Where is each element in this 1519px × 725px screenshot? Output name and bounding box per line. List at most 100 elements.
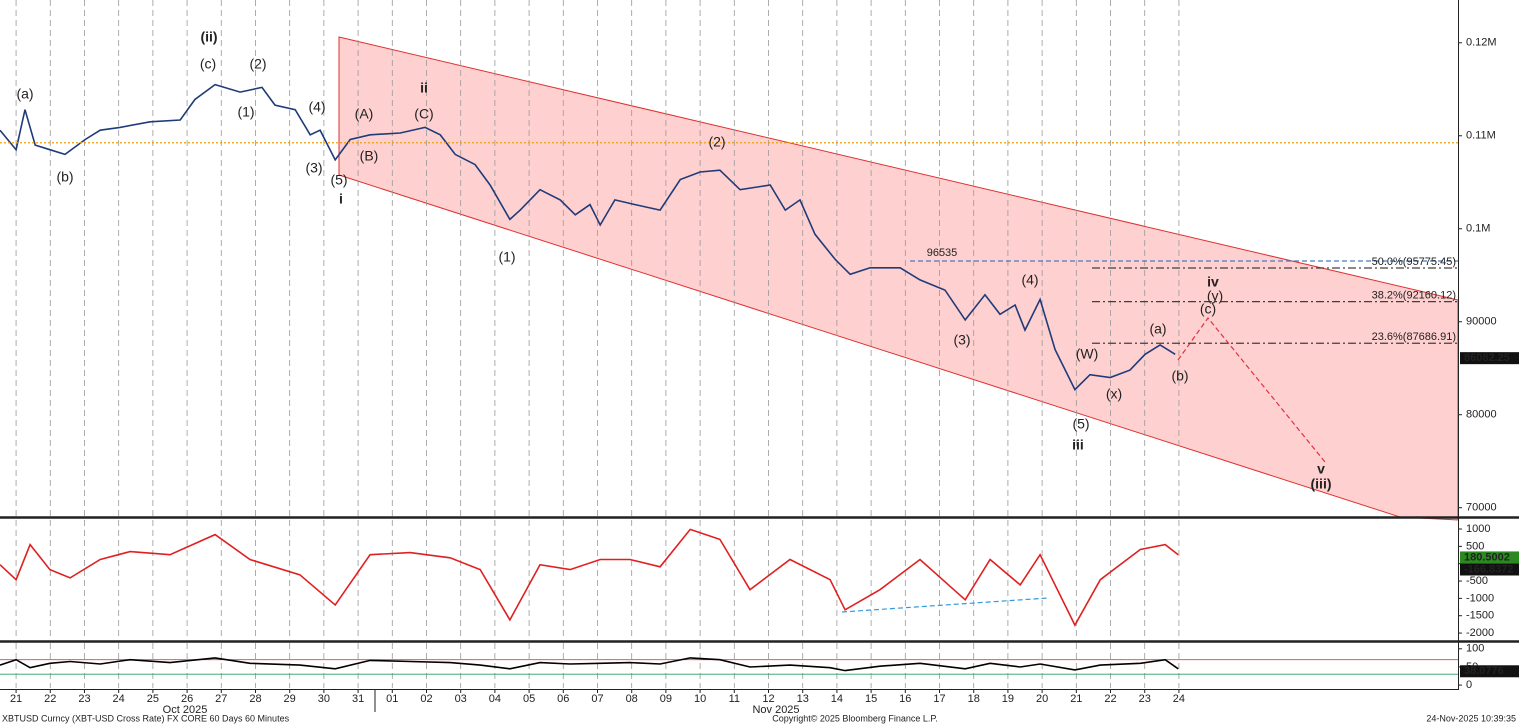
- wave-label: (a): [16, 86, 33, 102]
- x-tick-label: 26: [181, 693, 193, 705]
- x-tick-label: 20: [1036, 693, 1048, 705]
- y-tick-label: 70000: [1466, 502, 1497, 514]
- y-tick-label: -1500: [1466, 610, 1494, 622]
- x-tick-label: 23: [1139, 693, 1151, 705]
- x-tick-label: 23: [78, 693, 90, 705]
- x-tick-label: 24: [113, 693, 125, 705]
- wave-label: (ii): [200, 29, 217, 45]
- wave-label: (W): [1076, 346, 1099, 362]
- x-tick-label: 14: [831, 693, 843, 705]
- wave-label: (5): [330, 172, 347, 188]
- x-tick-label: 30: [318, 693, 330, 705]
- wave-label: iii: [1072, 437, 1084, 453]
- wave-label: (4): [308, 99, 325, 115]
- x-tick-label: 25: [147, 693, 159, 705]
- y-tick-label: 0.1M: [1466, 223, 1490, 235]
- x-tick-label: 13: [797, 693, 809, 705]
- x-tick-label: 10: [694, 693, 706, 705]
- channel: [338, 36, 1459, 521]
- last-value-box: [1460, 563, 1519, 576]
- x-tick-label: 07: [591, 693, 603, 705]
- wave-label: (c): [1200, 301, 1216, 317]
- y-tick-label: -1000: [1466, 592, 1494, 604]
- wave-label: (B): [360, 148, 379, 164]
- last-value-box: [1460, 352, 1519, 365]
- wave-label: (1): [237, 104, 254, 120]
- last-value-label: 38.0776: [1464, 665, 1504, 677]
- x-tick-label: 24: [1173, 693, 1185, 705]
- source: XBTUSD Curncy (XBT-USD Cross Rate) FX CO…: [2, 713, 290, 723]
- x-tick-label: 09: [660, 693, 672, 705]
- y-tick-label: -500: [1466, 575, 1488, 587]
- x-tick-label: 22: [44, 693, 56, 705]
- level-label: 23.6%(87686.91): [1372, 331, 1456, 343]
- x-tick-label: 18: [968, 693, 980, 705]
- wave-label: v: [1317, 461, 1325, 477]
- x-tick-label: 29: [284, 693, 296, 705]
- x-tick-label: 03: [455, 693, 467, 705]
- level-label: 50.0%(95775.45): [1372, 256, 1456, 268]
- wave-label: i: [339, 191, 343, 207]
- x-tick-label: 06: [557, 693, 569, 705]
- wave-label: (3): [953, 332, 970, 348]
- wave-label: (c): [200, 56, 216, 72]
- y-tick-label: -2000: [1466, 627, 1494, 639]
- last-value-label: -166.8372: [1464, 563, 1514, 575]
- wave-label: ii: [420, 80, 428, 96]
- wave-label: (x): [1106, 386, 1122, 402]
- x-tick-label: 28: [249, 693, 261, 705]
- wave-label: (2): [249, 56, 266, 72]
- wave-label: (1): [498, 249, 515, 265]
- y-tick-label: 80000: [1466, 409, 1497, 421]
- x-tick-label: 02: [420, 693, 432, 705]
- x-tick-label: 31: [352, 693, 364, 705]
- x-tick-label: 05: [523, 693, 535, 705]
- last-value-box: [1460, 665, 1519, 678]
- projection-path: [1177, 317, 1326, 463]
- x-tick-label: 19: [1002, 693, 1014, 705]
- x-tick-label: 08: [626, 693, 638, 705]
- y-tick-label: 500: [1466, 540, 1484, 552]
- x-tick-label: 22: [1104, 693, 1116, 705]
- x-tick-label: 04: [489, 693, 501, 705]
- x-tick-label: 01: [386, 693, 398, 705]
- timestamp: 24-Nov-2025 10:39:35: [1426, 713, 1516, 723]
- x-tick-label: 17: [933, 693, 945, 705]
- x-tick-label: 12: [762, 693, 774, 705]
- y-tick-label: 0.11M: [1466, 130, 1496, 142]
- wave-label: (4): [1021, 272, 1038, 288]
- wave-label: iv: [1207, 274, 1219, 290]
- y-tick-label: 0.12M: [1466, 37, 1497, 49]
- y-tick-label: 90000: [1466, 316, 1497, 328]
- wave-label: (y): [1207, 288, 1223, 304]
- x-tick-label: 16: [899, 693, 911, 705]
- month-label: Oct 2025: [163, 704, 208, 716]
- y-tick-label: 100: [1466, 643, 1484, 655]
- wave-label: (A): [355, 106, 374, 122]
- last-value-label: 86082.25: [1464, 352, 1510, 364]
- level-label: 96535: [927, 247, 958, 259]
- wave-label: (iii): [1311, 476, 1332, 492]
- copyright: Copyright© 2025 Bloomberg Finance L.P.: [772, 713, 938, 723]
- level-label: 38.2%(92160.12): [1372, 290, 1456, 302]
- last-value-label: 180.5002: [1464, 551, 1510, 563]
- wave-label: (3): [305, 160, 322, 176]
- x-tick-label: 15: [865, 693, 877, 705]
- x-tick-label: 21: [10, 693, 22, 705]
- x-tick-label: 21: [1070, 693, 1082, 705]
- series-line: [0, 657, 1179, 672]
- wave-label: (a): [1149, 321, 1166, 337]
- wave-label: (2): [708, 134, 725, 150]
- series-line: [0, 528, 1179, 627]
- wave-label: (b): [56, 169, 73, 185]
- month-label: Nov 2025: [752, 704, 799, 716]
- wave-label: (C): [414, 106, 433, 122]
- divergence-arrow: [841, 597, 1049, 613]
- wave-label: (5): [1072, 416, 1089, 432]
- x-tick-label: 27: [215, 693, 227, 705]
- series-line: [0, 83, 1176, 391]
- x-tick-label: 11: [729, 693, 740, 705]
- wave-label: (b): [1171, 368, 1188, 384]
- y-tick-label: 0: [1466, 679, 1472, 691]
